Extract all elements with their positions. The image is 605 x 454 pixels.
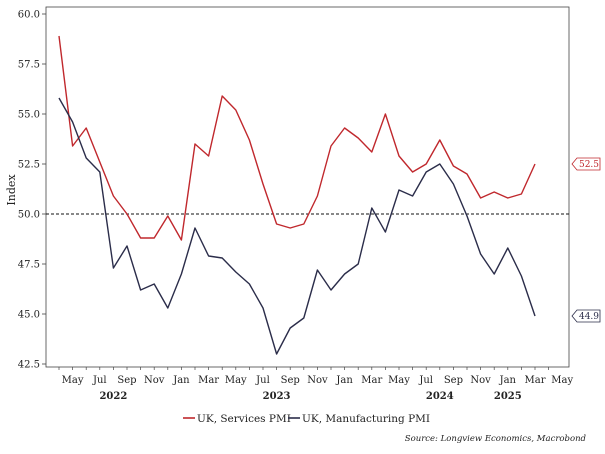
end-label-text: 44.9 (579, 312, 599, 322)
legend: UK, Services PMI UK, Manufacturing PMI (183, 413, 430, 425)
x-tick-label: Jan (172, 375, 190, 386)
end-value-label-services: 52.5 (571, 157, 601, 171)
x-year-label: 2022 (99, 391, 127, 402)
x-tick-label: Jul (255, 375, 270, 386)
x-tick-label: May (225, 375, 247, 386)
end-value-label-manufacturing: 44.9 (571, 309, 601, 323)
x-tick-label: Mar (525, 375, 546, 386)
x-tick-label: Nov (144, 375, 165, 386)
x-year-label: 2024 (426, 391, 454, 402)
series-line-manufacturing (58, 97, 536, 355)
x-tick-label: Mar (361, 375, 382, 386)
y-axis-label: Index (5, 174, 18, 206)
y-tick-label: 52.5 (18, 160, 40, 171)
y-tick-label: 42.5 (18, 360, 40, 371)
x-tick-label: Mar (198, 375, 219, 386)
legend-entry: UK, Manufacturing PMI (302, 413, 430, 425)
y-tick-label: 50.0 (18, 210, 40, 221)
x-year-label: 2025 (494, 391, 522, 402)
end-label-text: 52.5 (579, 160, 599, 170)
plot-frame (45, 6, 570, 368)
x-tick-label: Nov (470, 375, 491, 386)
x-tick-label: May (551, 375, 573, 386)
end-label-box (571, 309, 601, 323)
end-label-box (571, 157, 601, 171)
legend-entry: UK, Services PMI (197, 413, 291, 425)
x-tick-label: Sep (281, 375, 300, 386)
x-tick-label: Jul (418, 375, 433, 386)
y-tick-label: 60.0 (18, 10, 40, 21)
series-line-services (58, 35, 536, 241)
x-tick-label: May (388, 375, 410, 386)
x-tick-label: Sep (444, 375, 463, 386)
x-tick-label: Sep (117, 375, 136, 386)
x-year-label: 2023 (263, 391, 291, 402)
x-tick-label: Jan (499, 375, 517, 386)
x-tick-label: May (62, 375, 84, 386)
y-tick-label: 55.0 (18, 110, 40, 121)
y-tick-label: 45.0 (18, 310, 40, 321)
x-tick-label: Jul (92, 375, 107, 386)
x-tick-label: Jan (335, 375, 353, 386)
y-tick-label: 47.5 (18, 260, 40, 271)
y-tick-label: 57.5 (18, 60, 40, 71)
x-tick-label: Nov (307, 375, 328, 386)
source-note: Source: Longview Economics, Macrobond (405, 434, 587, 444)
